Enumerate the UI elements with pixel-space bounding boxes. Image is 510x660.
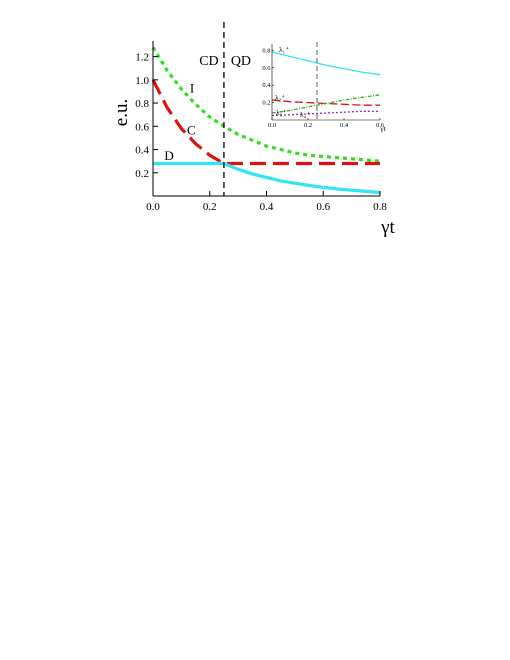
inset-x-tick-label: 0.6 xyxy=(376,122,385,129)
inset-x-tick-label: 0.2 xyxy=(304,122,312,129)
inset-series-line-1 xyxy=(271,51,381,76)
x-tick-label: 0.2 xyxy=(203,201,217,213)
main-ticks: 0.0 0.2 0.4 0.6 0.8 0.2 0.4 0.6 0.8 1.0 1.2 xyxy=(135,52,387,213)
inset-ticks: 0.0 0.2 0.4 0.6 0.2 0.4 0.6 0.8 xyxy=(262,47,384,129)
inset-label-lambda2: λ₂⁺ xyxy=(275,93,285,102)
inset-y-tick-label: 0.2 xyxy=(262,100,270,107)
inset-series-line-2 xyxy=(271,99,380,106)
x-tick-label: 0.0 xyxy=(146,201,160,213)
y-axis-label: e.u. xyxy=(111,99,132,126)
inset-x-tick-label: 0.4 xyxy=(340,122,349,129)
series-line-1 xyxy=(151,46,381,163)
main-curves xyxy=(151,46,381,195)
x-axis-label: γt xyxy=(380,217,395,238)
curve-label-d: D xyxy=(164,148,173,163)
main-chart: 0.0 0.2 0.4 0.6 0.8 0.2 0.4 0.6 0.8 1.0 1.2 e.u. γ… xyxy=(111,22,396,238)
x-tick-label: 0.6 xyxy=(316,201,330,213)
inset-y-tick-label: 0.4 xyxy=(262,82,271,89)
curve-label-c: C xyxy=(187,122,196,137)
x-tick-label: 0.4 xyxy=(260,201,274,213)
inset-background xyxy=(258,40,384,140)
inset-series-line-3 xyxy=(271,94,381,114)
y-tick-label: 1.0 xyxy=(135,75,149,87)
inset-chart: 0.0 0.2 0.4 0.60.20.40.60.8 γt λ₁⁺ λ₂⁺ λ₃⁺ … xyxy=(258,40,387,140)
y-tick-label: 0.2 xyxy=(135,168,149,180)
region-label-qd: QD xyxy=(231,54,251,69)
inset-y-tick-label: 0.6 xyxy=(262,65,271,72)
inset-x-axis-label: γt xyxy=(379,124,386,133)
inset-y-tick-label: 0.8 xyxy=(262,47,270,54)
y-tick-label: 0.6 xyxy=(135,121,149,133)
inset-label-lambda1: λ₁⁺ xyxy=(279,45,289,54)
y-tick-label: 1.2 xyxy=(135,52,149,64)
curve-label-i: I xyxy=(190,81,194,96)
y-tick-label: 0.8 xyxy=(135,98,149,110)
inset-x-tick-label: 0.0 xyxy=(268,122,276,129)
inset-label-lambda4: λ₄⁺ xyxy=(300,110,310,119)
inset-label-lambda3: λ₃⁺ xyxy=(276,108,286,117)
series-line-3 xyxy=(153,161,381,195)
series-line-2 xyxy=(151,79,380,166)
inset-curves xyxy=(271,51,381,117)
region-label-cd: CD xyxy=(199,54,218,69)
x-tick-label: 0.8 xyxy=(373,201,387,213)
y-tick-label: 0.4 xyxy=(135,145,149,157)
